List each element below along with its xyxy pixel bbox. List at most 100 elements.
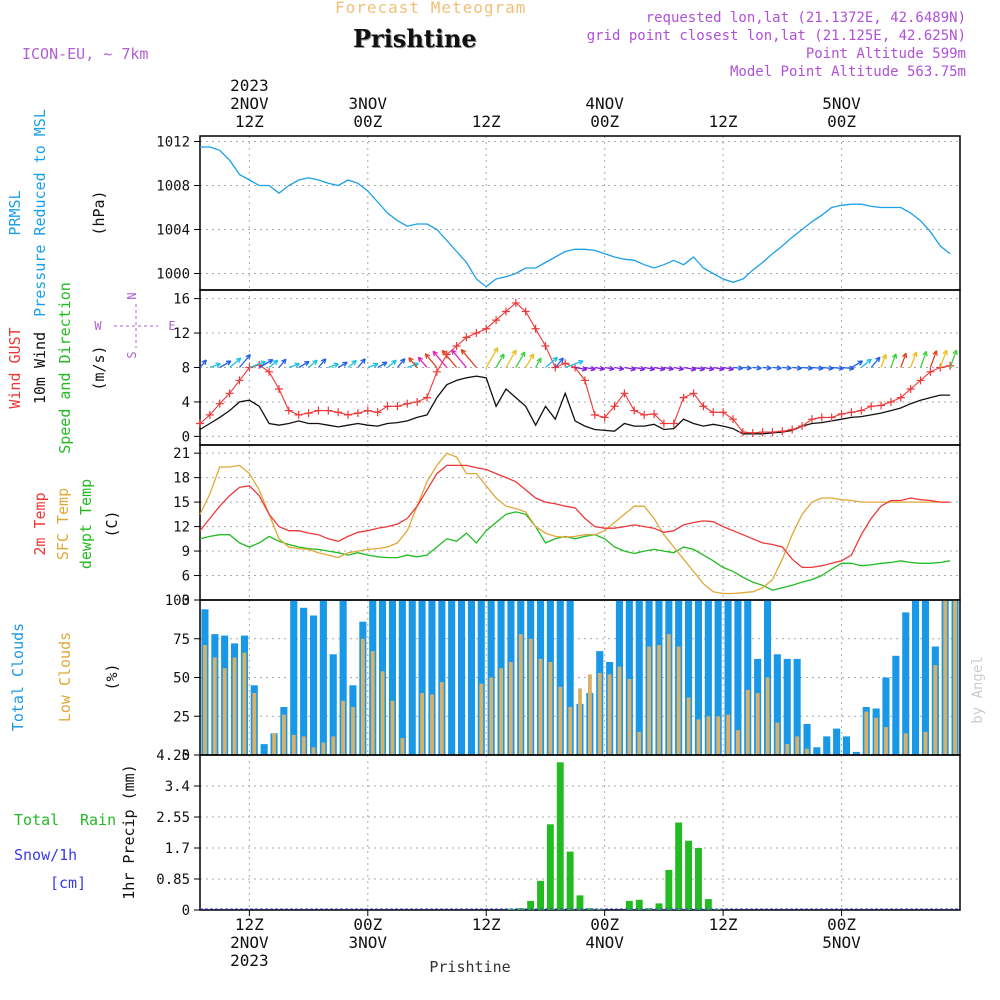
- wind-direction-arrow: [949, 349, 958, 368]
- gust-marker: [393, 402, 402, 411]
- total-cloud-bar: [467, 600, 475, 755]
- y-tick-label: 16: [173, 292, 190, 308]
- low-cloud-bar: [518, 634, 523, 755]
- total-cloud-bar: [685, 600, 693, 755]
- compass-legend: N S W E: [94, 292, 175, 358]
- total-cloud-bar: [704, 600, 712, 755]
- low-cloud-bar: [361, 638, 365, 756]
- low-cloud-bar: [617, 666, 622, 755]
- total-cloud-bar: [724, 600, 732, 755]
- low-cloud-bar: [568, 707, 573, 755]
- wind-direction-arrow: [939, 349, 948, 368]
- low-cloud-bar: [943, 600, 948, 755]
- precipitation-panel-frame: [199, 754, 961, 911]
- low-cloud-bar: [578, 688, 582, 755]
- watermark: by Angel: [970, 656, 986, 723]
- total-cloud-bar: [438, 600, 446, 755]
- wind-direction-arrow: [762, 365, 772, 371]
- wind-direction-arrow: [451, 349, 467, 368]
- total-cloud-bar: [921, 600, 929, 755]
- gust-marker: [383, 402, 392, 411]
- gust-marker: [630, 406, 639, 415]
- wind-direction-arrow: [288, 362, 300, 369]
- gust-marker: [580, 376, 589, 385]
- low-cloud-bar: [528, 638, 533, 756]
- wind-direction-arrow: [485, 347, 499, 368]
- rain-bar: [655, 903, 663, 910]
- top-hour-label: 12Z: [472, 112, 501, 131]
- total-cloud-bar: [310, 615, 318, 755]
- wind-direction-arrow: [919, 350, 928, 368]
- rain-bar: [537, 880, 544, 910]
- gust-marker: [788, 425, 797, 434]
- low-cloud-bar: [745, 689, 750, 755]
- bottom-date-label: 2NOV: [230, 933, 269, 952]
- top-date-label: 3NOV: [349, 94, 388, 113]
- total-cloud-bar: [418, 600, 426, 755]
- gust-marker: [778, 427, 787, 436]
- wind-direction-arrow: [752, 365, 762, 371]
- gust-marker: [196, 419, 204, 428]
- low-cloud-bar: [430, 694, 434, 755]
- low-cloud-bar: [903, 733, 908, 755]
- gust-marker: [709, 408, 718, 417]
- total-cloud-bar: [813, 747, 821, 756]
- wind-direction-arrow: [424, 353, 438, 368]
- low-cloud-bar: [953, 600, 957, 755]
- wind-direction-arrow: [584, 365, 596, 372]
- gust-marker: [521, 307, 530, 316]
- wind-direction-arrow: [357, 358, 366, 368]
- gust-marker: [334, 408, 343, 417]
- low-cloud-bar: [696, 719, 701, 755]
- gust-marker: [561, 359, 570, 368]
- gust-marker: [284, 406, 293, 415]
- low-cloud-bar: [923, 731, 928, 756]
- wind-direction-arrow: [554, 357, 564, 368]
- y-tick-label: 0: [182, 903, 190, 919]
- low-cloud-bar: [755, 693, 760, 755]
- rain-bar: [635, 899, 643, 910]
- wind-direction-arrow: [644, 365, 656, 372]
- sfc-temp-label: SFC Temp: [54, 488, 72, 560]
- gust-marker: [541, 341, 550, 350]
- point-altitude: Point Altitude 599m: [805, 46, 966, 62]
- low-cloud-bar: [311, 747, 316, 756]
- total-cloud-bar: [852, 751, 860, 755]
- gust-marker: [423, 393, 432, 402]
- y-tick-label: 25: [173, 709, 190, 725]
- bottom-date-label: 4NOV: [585, 933, 624, 952]
- total-cloud-bar: [783, 658, 791, 755]
- wind-direction-arrow: [387, 359, 397, 368]
- low-cloud-bar: [252, 693, 257, 755]
- total-cloud-bar: [556, 600, 564, 755]
- total-cloud-bar: [477, 600, 485, 755]
- low-cloud-bar: [765, 677, 770, 755]
- total-cloud-bar: [902, 612, 910, 755]
- top-hour-label: 00Z: [353, 112, 382, 131]
- total-cloud-bar: [773, 654, 781, 756]
- total-label: Total: [14, 811, 59, 829]
- total-cloud-bar: [566, 600, 574, 755]
- gust-marker: [472, 329, 481, 338]
- wind-direction-arrow: [337, 361, 348, 369]
- wind-10m-label: 10m Wind: [31, 332, 49, 404]
- gust-marker: [294, 410, 303, 419]
- wind-direction-arrow: [742, 365, 752, 371]
- gust-marker: [373, 408, 382, 417]
- wind-direction-arrow: [811, 365, 824, 371]
- wind-direction-arrow: [880, 353, 887, 368]
- rain-bar: [645, 908, 653, 910]
- wind-direction-arrow: [821, 365, 834, 371]
- bottom-hour-label: 12Z: [709, 915, 738, 934]
- low-cloud-bar: [795, 736, 800, 755]
- wind-direction-arrow: [663, 365, 674, 372]
- low-cloud-bar: [301, 736, 306, 755]
- wind-direction-arrow: [732, 365, 744, 371]
- wind-direction-arrow: [910, 351, 918, 368]
- wind-direction-arrow: [634, 365, 646, 372]
- y-tick-label: 1008: [156, 179, 190, 195]
- snow-label: Snow/1h: [14, 846, 77, 864]
- rain-label: Rain: [80, 811, 116, 829]
- wind-direction-arrow: [209, 362, 221, 369]
